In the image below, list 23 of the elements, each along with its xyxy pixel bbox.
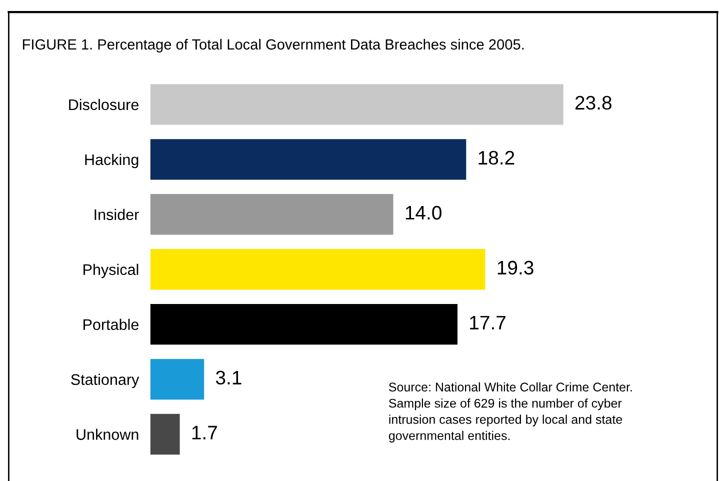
y-tick-label: Physical: [84, 264, 138, 278]
bar: [150, 414, 180, 455]
data-label: 18.2: [478, 150, 514, 165]
data-label: 3.1: [216, 370, 242, 385]
bar: [150, 194, 394, 235]
y-tick-label: Stationary: [71, 374, 140, 388]
y-tick-label: Portable: [84, 318, 138, 330]
bar: [150, 139, 466, 180]
annotation: Source: National White Collar Crime Center. Sample size of 629 is the number of cyber intrusion cases reported by local and state governmental entities.: [388, 382, 632, 443]
data-label: 19.3: [498, 260, 534, 275]
bar: [150, 358, 204, 400]
y-tick-label: Disclosure: [69, 98, 138, 110]
bar: [150, 304, 458, 345]
bar: [150, 249, 486, 290]
data-label: 1.7: [192, 426, 217, 440]
data-label: 17.7: [470, 316, 506, 330]
data-label: 14.0: [406, 206, 442, 220]
y-tick-label: Hacking: [85, 154, 138, 168]
bar: [150, 84, 564, 125]
y-tick-label: Unknown: [76, 428, 138, 440]
chart-title: FIGURE 1. Percentage of Total Local Government Data Breaches since 2005.: [22, 38, 524, 52]
y-tick-label: Insider: [94, 208, 139, 220]
data-label: 23.8: [575, 96, 612, 110]
